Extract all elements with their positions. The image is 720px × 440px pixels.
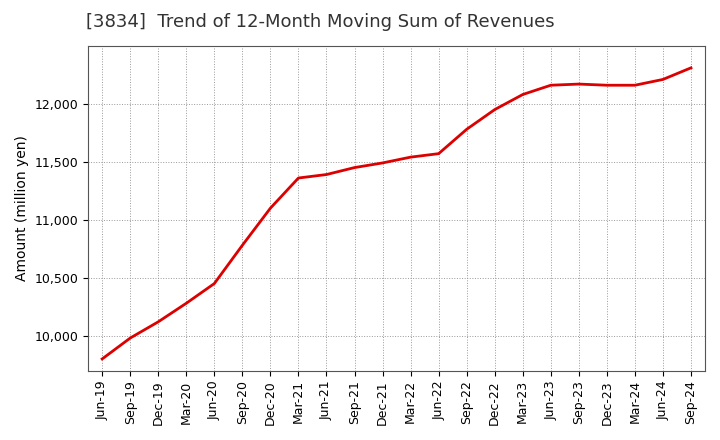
Text: [3834]  Trend of 12-Month Moving Sum of Revenues: [3834] Trend of 12-Month Moving Sum of R…	[86, 13, 555, 31]
Y-axis label: Amount (million yen): Amount (million yen)	[15, 135, 29, 281]
